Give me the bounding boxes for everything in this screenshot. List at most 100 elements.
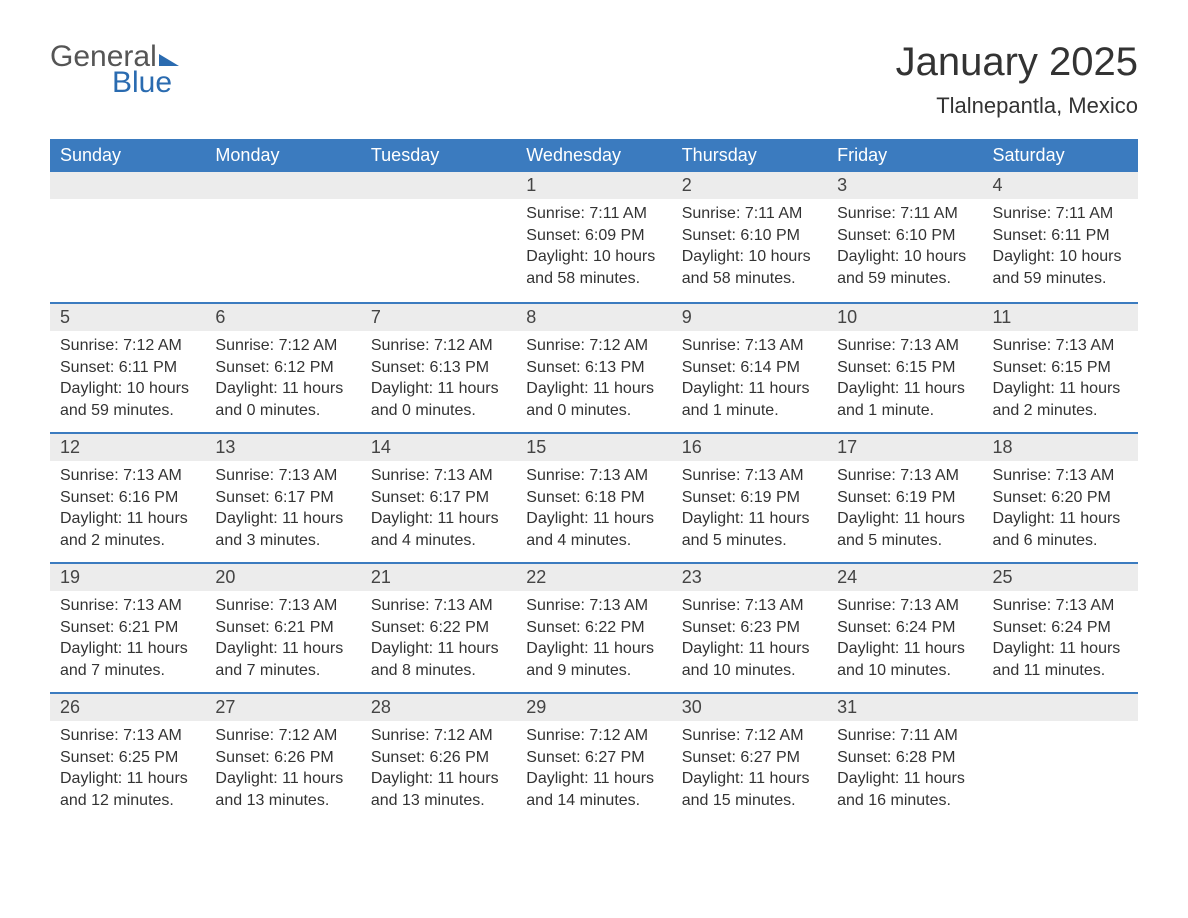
daylight-text: Daylight: 11 hours and 16 minutes. [837, 768, 972, 811]
sunset-text: Sunset: 6:15 PM [837, 357, 972, 379]
day-number: 6 [205, 302, 360, 331]
day-details: Sunrise: 7:12 AMSunset: 6:26 PMDaylight:… [361, 721, 516, 819]
calendar-day-cell: 25Sunrise: 7:13 AMSunset: 6:24 PMDayligh… [983, 562, 1138, 692]
day-details: Sunrise: 7:13 AMSunset: 6:19 PMDaylight:… [827, 461, 982, 559]
sunset-text: Sunset: 6:21 PM [215, 617, 350, 639]
calendar-day-cell: 8Sunrise: 7:12 AMSunset: 6:13 PMDaylight… [516, 302, 671, 432]
sunset-text: Sunset: 6:20 PM [993, 487, 1128, 509]
weekday-header: Sunday [50, 139, 205, 172]
sunset-text: Sunset: 6:14 PM [682, 357, 817, 379]
day-details: Sunrise: 7:12 AMSunset: 6:27 PMDaylight:… [516, 721, 671, 819]
day-details: Sunrise: 7:13 AMSunset: 6:21 PMDaylight:… [205, 591, 360, 689]
day-number: 19 [50, 562, 205, 591]
sunrise-text: Sunrise: 7:13 AM [837, 465, 972, 487]
calendar-day-cell: 12Sunrise: 7:13 AMSunset: 6:16 PMDayligh… [50, 432, 205, 562]
calendar-day-cell: 26Sunrise: 7:13 AMSunset: 6:25 PMDayligh… [50, 692, 205, 822]
daylight-text: Daylight: 11 hours and 5 minutes. [837, 508, 972, 551]
day-details: Sunrise: 7:13 AMSunset: 6:21 PMDaylight:… [50, 591, 205, 689]
calendar-day-cell: 10Sunrise: 7:13 AMSunset: 6:15 PMDayligh… [827, 302, 982, 432]
day-details: Sunrise: 7:13 AMSunset: 6:16 PMDaylight:… [50, 461, 205, 559]
calendar-day-cell: 31Sunrise: 7:11 AMSunset: 6:28 PMDayligh… [827, 692, 982, 822]
calendar-day-cell: 5Sunrise: 7:12 AMSunset: 6:11 PMDaylight… [50, 302, 205, 432]
sunrise-text: Sunrise: 7:13 AM [526, 465, 661, 487]
day-number-bar [50, 172, 205, 199]
day-number: 10 [827, 302, 982, 331]
weekday-header: Friday [827, 139, 982, 172]
day-details: Sunrise: 7:11 AMSunset: 6:28 PMDaylight:… [827, 721, 982, 819]
sunrise-text: Sunrise: 7:11 AM [993, 203, 1128, 225]
calendar-day-cell: 3Sunrise: 7:11 AMSunset: 6:10 PMDaylight… [827, 172, 982, 302]
sunset-text: Sunset: 6:13 PM [526, 357, 661, 379]
day-details: Sunrise: 7:13 AMSunset: 6:22 PMDaylight:… [361, 591, 516, 689]
title-block: January 2025 Tlalnepantla, Mexico [896, 40, 1138, 119]
calendar-day-cell: 17Sunrise: 7:13 AMSunset: 6:19 PMDayligh… [827, 432, 982, 562]
calendar-day-cell [50, 172, 205, 302]
sunset-text: Sunset: 6:09 PM [526, 225, 661, 247]
sunrise-text: Sunrise: 7:13 AM [993, 595, 1128, 617]
day-details: Sunrise: 7:13 AMSunset: 6:17 PMDaylight:… [361, 461, 516, 559]
calendar-day-cell: 20Sunrise: 7:13 AMSunset: 6:21 PMDayligh… [205, 562, 360, 692]
day-details: Sunrise: 7:12 AMSunset: 6:11 PMDaylight:… [50, 331, 205, 429]
sunset-text: Sunset: 6:10 PM [682, 225, 817, 247]
calendar-week-row: 12Sunrise: 7:13 AMSunset: 6:16 PMDayligh… [50, 432, 1138, 562]
sunrise-text: Sunrise: 7:13 AM [837, 335, 972, 357]
sunset-text: Sunset: 6:22 PM [371, 617, 506, 639]
sunrise-text: Sunrise: 7:13 AM [993, 335, 1128, 357]
day-number-bar [983, 692, 1138, 721]
calendar-day-cell: 11Sunrise: 7:13 AMSunset: 6:15 PMDayligh… [983, 302, 1138, 432]
day-details: Sunrise: 7:13 AMSunset: 6:24 PMDaylight:… [827, 591, 982, 689]
sunset-text: Sunset: 6:17 PM [371, 487, 506, 509]
day-number: 15 [516, 432, 671, 461]
daylight-text: Daylight: 11 hours and 1 minute. [837, 378, 972, 421]
daylight-text: Daylight: 11 hours and 13 minutes. [371, 768, 506, 811]
daylight-text: Daylight: 11 hours and 0 minutes. [526, 378, 661, 421]
calendar-week-row: 5Sunrise: 7:12 AMSunset: 6:11 PMDaylight… [50, 302, 1138, 432]
sunset-text: Sunset: 6:26 PM [371, 747, 506, 769]
day-details: Sunrise: 7:13 AMSunset: 6:14 PMDaylight:… [672, 331, 827, 429]
calendar-day-cell: 24Sunrise: 7:13 AMSunset: 6:24 PMDayligh… [827, 562, 982, 692]
flag-icon [159, 54, 179, 66]
calendar-day-cell: 1Sunrise: 7:11 AMSunset: 6:09 PMDaylight… [516, 172, 671, 302]
sunrise-text: Sunrise: 7:13 AM [60, 595, 195, 617]
sunrise-text: Sunrise: 7:13 AM [682, 335, 817, 357]
daylight-text: Daylight: 11 hours and 7 minutes. [60, 638, 195, 681]
calendar-day-cell: 13Sunrise: 7:13 AMSunset: 6:17 PMDayligh… [205, 432, 360, 562]
day-number: 26 [50, 692, 205, 721]
day-details: Sunrise: 7:13 AMSunset: 6:15 PMDaylight:… [827, 331, 982, 429]
day-number: 24 [827, 562, 982, 591]
day-details: Sunrise: 7:13 AMSunset: 6:17 PMDaylight:… [205, 461, 360, 559]
day-number: 14 [361, 432, 516, 461]
sunrise-text: Sunrise: 7:13 AM [371, 595, 506, 617]
page-header: General Blue January 2025 Tlalnepantla, … [50, 40, 1138, 119]
sunset-text: Sunset: 6:26 PM [215, 747, 350, 769]
daylight-text: Daylight: 11 hours and 10 minutes. [682, 638, 817, 681]
sunset-text: Sunset: 6:16 PM [60, 487, 195, 509]
day-details: Sunrise: 7:13 AMSunset: 6:19 PMDaylight:… [672, 461, 827, 559]
daylight-text: Daylight: 11 hours and 7 minutes. [215, 638, 350, 681]
day-details: Sunrise: 7:13 AMSunset: 6:25 PMDaylight:… [50, 721, 205, 819]
sunset-text: Sunset: 6:23 PM [682, 617, 817, 639]
calendar-day-cell [205, 172, 360, 302]
daylight-text: Daylight: 11 hours and 0 minutes. [215, 378, 350, 421]
weekday-header: Thursday [672, 139, 827, 172]
daylight-text: Daylight: 10 hours and 59 minutes. [993, 246, 1128, 289]
daylight-text: Daylight: 10 hours and 58 minutes. [526, 246, 661, 289]
weekday-header: Monday [205, 139, 360, 172]
calendar-week-row: 26Sunrise: 7:13 AMSunset: 6:25 PMDayligh… [50, 692, 1138, 822]
sunset-text: Sunset: 6:12 PM [215, 357, 350, 379]
day-number: 22 [516, 562, 671, 591]
daylight-text: Daylight: 10 hours and 59 minutes. [837, 246, 972, 289]
day-number: 3 [827, 172, 982, 199]
calendar-day-cell: 27Sunrise: 7:12 AMSunset: 6:26 PMDayligh… [205, 692, 360, 822]
sunrise-text: Sunrise: 7:11 AM [526, 203, 661, 225]
day-details: Sunrise: 7:12 AMSunset: 6:13 PMDaylight:… [516, 331, 671, 429]
daylight-text: Daylight: 11 hours and 1 minute. [682, 378, 817, 421]
sunrise-text: Sunrise: 7:13 AM [682, 465, 817, 487]
day-number: 11 [983, 302, 1138, 331]
weekday-header: Saturday [983, 139, 1138, 172]
daylight-text: Daylight: 11 hours and 0 minutes. [371, 378, 506, 421]
calendar-day-cell: 9Sunrise: 7:13 AMSunset: 6:14 PMDaylight… [672, 302, 827, 432]
daylight-text: Daylight: 11 hours and 10 minutes. [837, 638, 972, 681]
daylight-text: Daylight: 11 hours and 5 minutes. [682, 508, 817, 551]
daylight-text: Daylight: 11 hours and 8 minutes. [371, 638, 506, 681]
